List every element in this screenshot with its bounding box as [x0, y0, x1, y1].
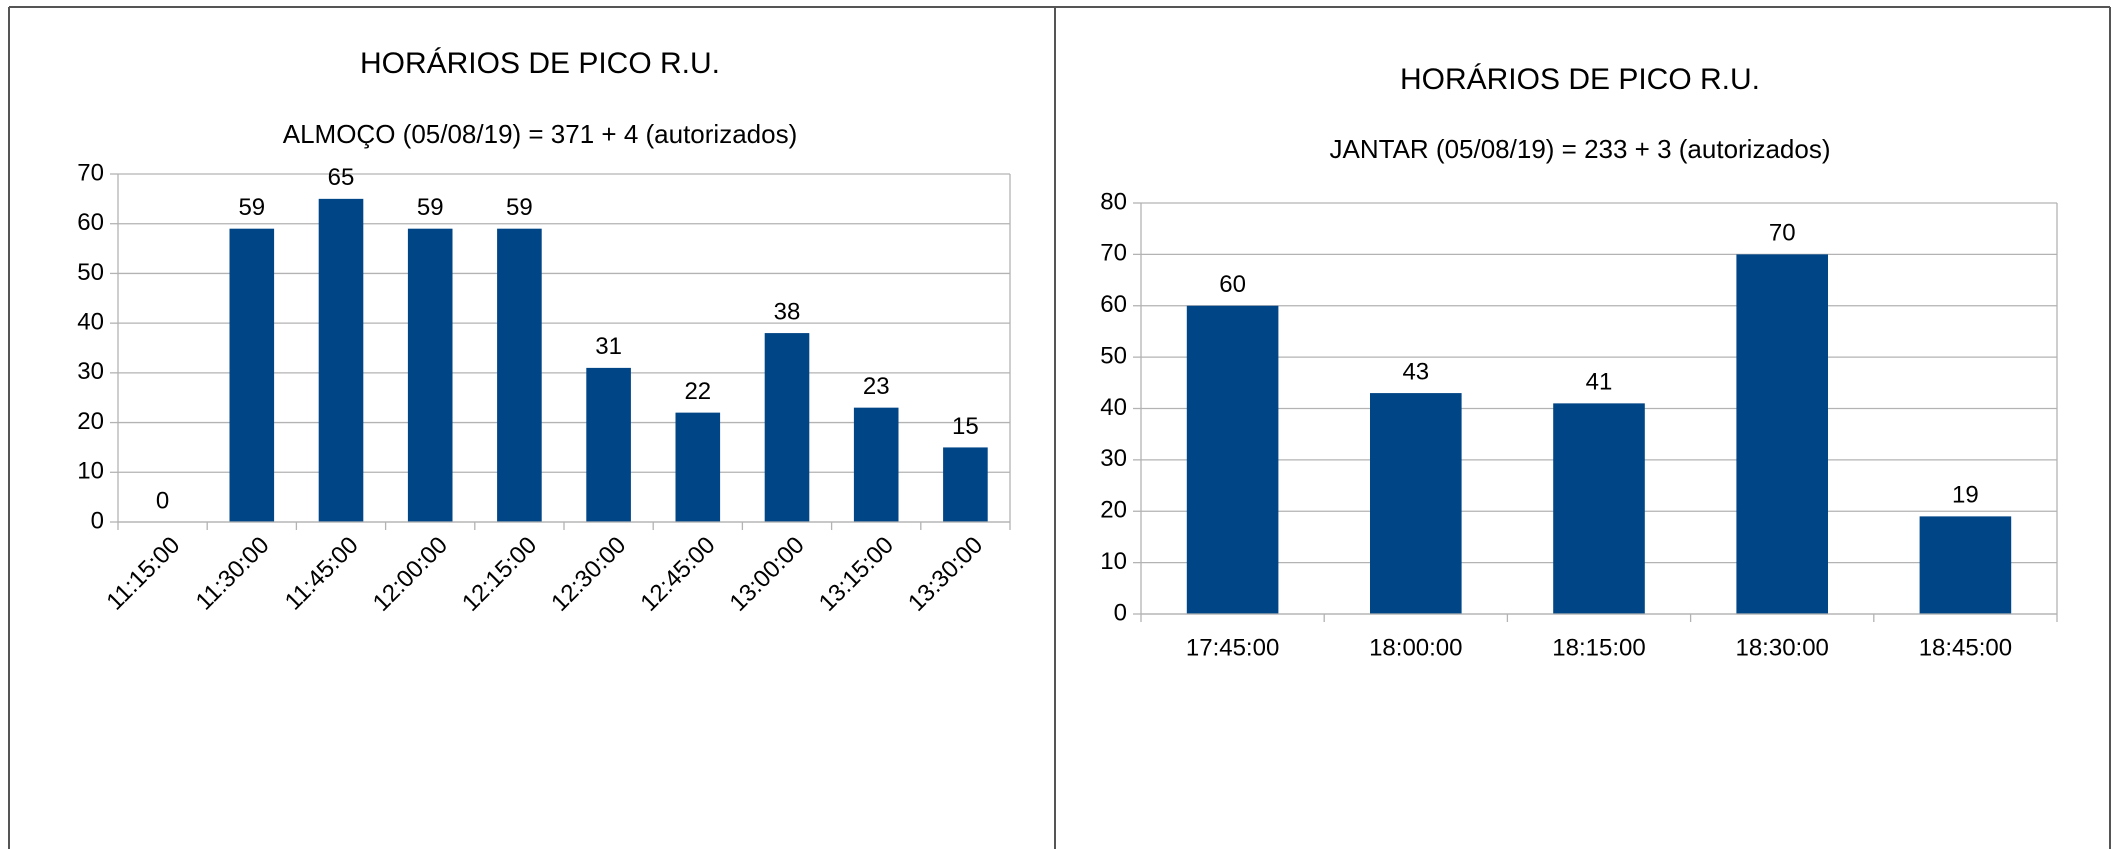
bar: [675, 412, 721, 522]
x-tick-label: 18:45:00: [1919, 634, 2012, 661]
bar: [586, 367, 631, 522]
bar: [1553, 403, 1645, 614]
data-label: 59: [238, 194, 265, 221]
y-tick-label: 40: [1100, 394, 1127, 421]
y-tick-label: 80: [1100, 188, 1127, 215]
bar: [853, 407, 899, 522]
y-tick-label: 30: [1100, 445, 1127, 472]
bar: [407, 228, 453, 522]
bar: [1736, 254, 1828, 614]
y-tick-label: 60: [77, 209, 104, 236]
bar: [1919, 516, 2012, 614]
x-tick-label: 18:15:00: [1552, 634, 1645, 661]
data-label: 65: [328, 164, 355, 191]
x-tick-label: 12:30:00: [546, 532, 631, 617]
x-tick-label: 18:00:00: [1369, 634, 1462, 661]
x-tick-label: 13:15:00: [814, 532, 899, 617]
data-label: 0: [156, 487, 169, 514]
data-label: 60: [1219, 271, 1246, 298]
bar: [318, 198, 364, 522]
y-tick-label: 10: [1100, 548, 1127, 575]
y-tick-label: 50: [77, 259, 104, 286]
y-tick-label: 30: [77, 358, 104, 385]
bar: [943, 447, 988, 522]
y-tick-label: 60: [1100, 291, 1127, 318]
x-tick-label: 12:00:00: [368, 532, 453, 617]
data-label: 19: [1952, 482, 1979, 509]
x-tick-label: 12:45:00: [635, 532, 720, 617]
data-label: 43: [1402, 358, 1429, 385]
data-label: 23: [863, 373, 890, 400]
y-tick-label: 40: [77, 308, 104, 335]
x-tick-label: 11:15:00: [101, 532, 185, 616]
data-label: 22: [684, 378, 711, 405]
x-tick-label: 11:45:00: [280, 532, 364, 616]
bar: [1186, 305, 1279, 614]
data-label: 15: [952, 413, 979, 440]
data-label: 31: [595, 333, 622, 360]
y-tick-label: 20: [1100, 497, 1127, 524]
chart-subtitle: JANTAR (05/08/19) = 233 + 3 (autorizados…: [1330, 134, 1831, 164]
bar: [764, 333, 810, 522]
data-label: 59: [417, 194, 444, 221]
x-tick-label: 13:00:00: [725, 532, 810, 617]
bar: [1370, 393, 1462, 614]
data-label: 70: [1769, 220, 1796, 247]
y-tick-label: 0: [1114, 599, 1127, 626]
chart-title: HORÁRIOS DE PICO R.U.: [360, 47, 720, 80]
x-tick-label: 18:30:00: [1735, 634, 1828, 661]
x-tick-label: 13:30:00: [903, 532, 988, 617]
data-label: 41: [1586, 369, 1613, 396]
chart-title: HORÁRIOS DE PICO R.U.: [1400, 63, 1760, 96]
y-tick-label: 20: [77, 408, 104, 435]
x-tick-label: 12:15:00: [457, 532, 542, 617]
x-tick-label: 17:45:00: [1186, 634, 1279, 661]
y-tick-label: 10: [77, 458, 104, 485]
chart-subtitle: ALMOÇO (05/08/19) = 371 + 4 (autorizados…: [283, 119, 798, 149]
y-tick-label: 70: [77, 159, 104, 186]
data-label: 59: [506, 194, 533, 221]
bar: [497, 228, 542, 522]
data-label: 38: [774, 298, 801, 325]
y-tick-label: 0: [91, 507, 104, 534]
y-tick-label: 50: [1100, 342, 1127, 369]
bar: [229, 228, 275, 522]
y-tick-label: 70: [1100, 240, 1127, 267]
x-tick-label: 11:30:00: [191, 532, 275, 616]
